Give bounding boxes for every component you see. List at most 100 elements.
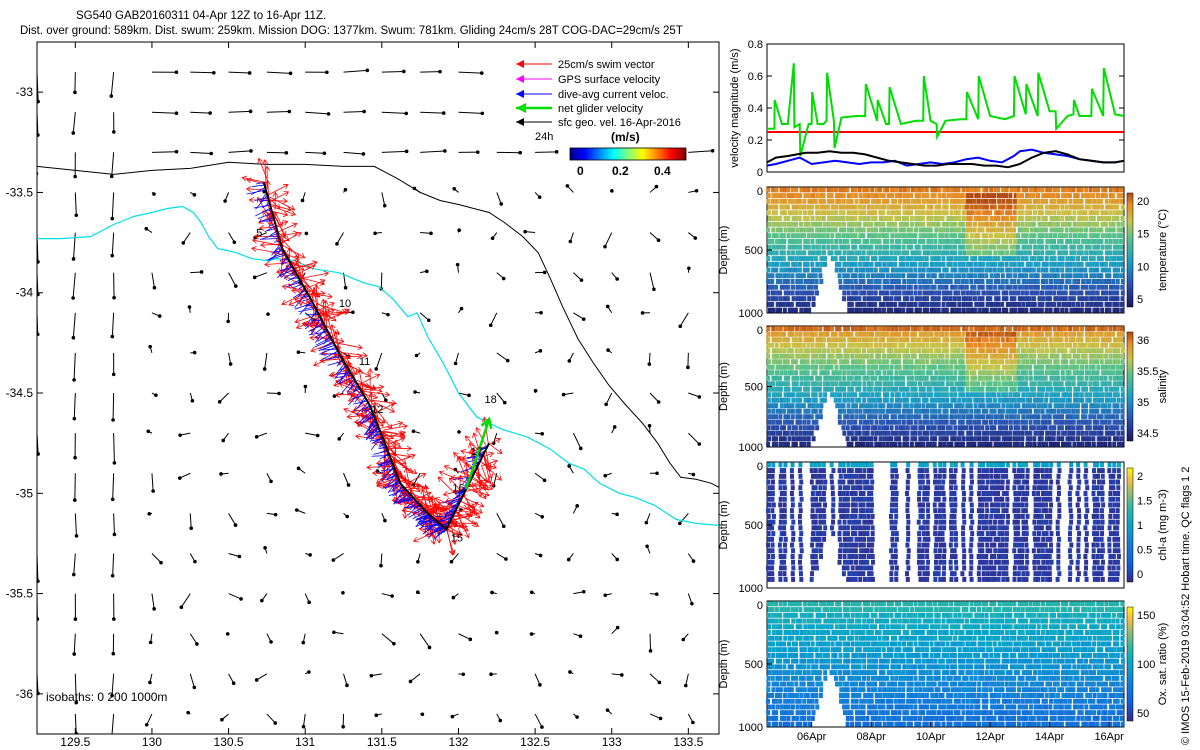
temperature-point: [1048, 238, 1053, 244]
geostrophic-vector-field: [37, 68, 715, 734]
salinity-point: [936, 326, 941, 332]
temperature-point: [890, 187, 895, 193]
temperature-point: [937, 261, 942, 267]
geo-vector-head: [425, 269, 429, 274]
temperature-point: [802, 296, 807, 302]
dac-vector: [314, 329, 328, 339]
salinity-point: [803, 364, 808, 370]
temperature-point: [994, 210, 999, 216]
salinity-point: [874, 331, 879, 337]
swim-vector: [458, 505, 476, 513]
temperature-point: [1112, 267, 1117, 273]
temperature-point: [989, 221, 994, 227]
temperature-point: [913, 284, 918, 290]
temperature-point: [1115, 216, 1120, 221]
temperature-point: [770, 250, 775, 256]
temperature-point: [961, 307, 966, 313]
salinity-point: [869, 359, 874, 365]
swim-vector-head: [325, 313, 331, 320]
salinity-point: [886, 386, 891, 392]
temperature-point: [1024, 210, 1029, 216]
temperature-point: [882, 244, 887, 250]
geo-vector-head: [192, 685, 197, 690]
swim-vector-head: [295, 323, 302, 330]
geo-vector-head: [307, 670, 311, 674]
salinity-point: [843, 414, 848, 420]
temperature-point: [846, 267, 851, 273]
geo-vector-head: [110, 693, 114, 698]
salinity-point: [869, 436, 874, 442]
temperature-point: [1044, 279, 1049, 284]
swim-vector-head: [334, 391, 340, 398]
temperature-point: [1013, 238, 1018, 244]
temperature-point: [1039, 210, 1044, 216]
map-panel: 129.5 130 130.5 131 131.5 132 132.5 133 133.5-33…: [6, 41, 720, 749]
map-axis-ticks: 129.5 130 130.5 131 131.5 132 132.5 133 133.5-33…: [6, 42, 719, 749]
temperature-point: [925, 193, 930, 199]
temperature-point: [787, 307, 792, 313]
temperature-point: [798, 233, 803, 239]
temperature-point: [862, 193, 867, 199]
salinity-point: [889, 348, 894, 354]
temperature-point: [791, 250, 796, 256]
temperature-point: [1120, 279, 1125, 284]
temperature-point: [885, 290, 890, 296]
temperature-point: [814, 290, 819, 296]
salinity-point: [818, 337, 823, 343]
temperature-point: [922, 290, 927, 296]
salinity-point: [837, 397, 842, 403]
temperature-point: [1001, 204, 1006, 210]
mission-title: SG540 GAB20160311 04-Apr 12Z to 16-Apr 1…: [76, 10, 327, 22]
salinity-point: [775, 337, 780, 343]
temperature-point: [897, 284, 902, 290]
temperature-point: [786, 187, 791, 193]
temperature-point: [818, 210, 823, 216]
salinity-point: [933, 353, 938, 359]
dac-vector: [257, 212, 273, 220]
temperature-point: [932, 307, 937, 313]
temperature-point: [961, 216, 966, 221]
salinity-point: [938, 353, 943, 359]
temperature-point: [873, 267, 878, 273]
temperature-point: [933, 233, 938, 239]
geo-vector-head: [237, 554, 242, 559]
salinity-point: [881, 408, 886, 414]
geo-vector-head: [490, 236, 495, 241]
temperature-point: [834, 210, 839, 216]
salinity-point: [890, 386, 895, 392]
salinity-point: [921, 348, 926, 354]
swim-vector-head: [282, 211, 289, 217]
temperature-point: [1031, 221, 1036, 227]
temperature-point: [834, 261, 839, 267]
temperature-point: [942, 296, 947, 302]
salinity-point: [977, 359, 982, 365]
temperature-point: [791, 210, 796, 216]
salinity-point: [908, 419, 913, 425]
salinity-point: [859, 342, 864, 348]
temperature-point: [802, 250, 807, 256]
salinity-point: [870, 370, 875, 376]
salinity-point: [910, 326, 915, 332]
geo-vector: [189, 513, 192, 529]
swim-vector: [393, 439, 397, 468]
temperature-point: [866, 296, 871, 302]
temperature-point: [1009, 307, 1014, 313]
temperature-point: [910, 187, 915, 193]
temperature-point: [1021, 244, 1026, 250]
temperature-point: [984, 273, 989, 279]
temperature-point: [807, 193, 812, 199]
geo-vector-head: [144, 226, 149, 231]
temperature-point: [806, 301, 811, 307]
salinity-point: [992, 370, 997, 376]
salinity-point: [993, 342, 998, 348]
salinity-point: [834, 392, 839, 398]
salinity-point: [809, 414, 814, 420]
temperature-point: [1016, 187, 1021, 193]
temperature-point: [964, 238, 969, 244]
salinity-point: [882, 430, 887, 436]
temperature-point: [1083, 233, 1088, 239]
temperature-point: [989, 227, 994, 233]
temperature-point: [811, 193, 816, 199]
temperature-point: [958, 221, 963, 227]
dac-vector: [379, 444, 386, 447]
